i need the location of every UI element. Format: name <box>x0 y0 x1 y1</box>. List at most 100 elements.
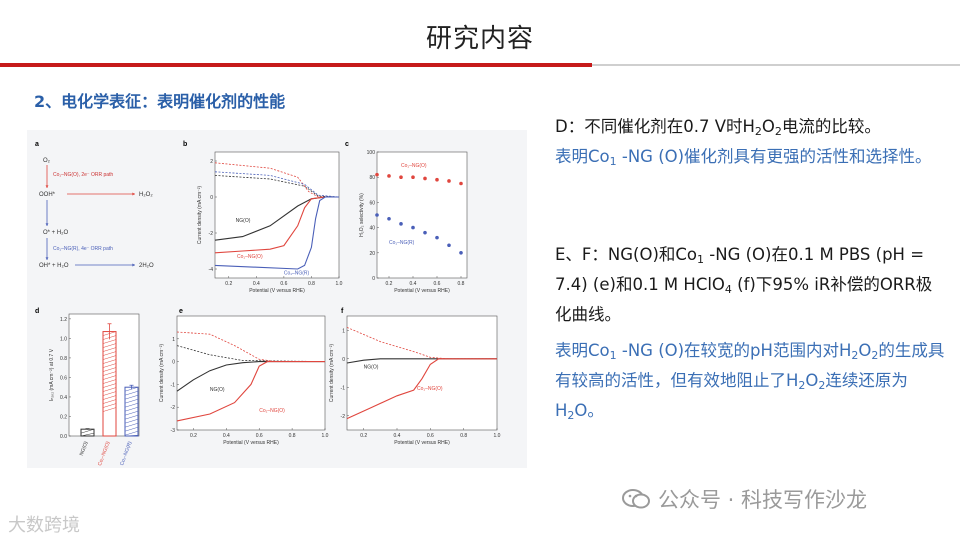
conclusion-ef-sub6: 2 <box>567 409 575 422</box>
panel-d-bar-hatch <box>124 386 139 392</box>
caption-ef-part2: -NG (O)在0.1 M PBS (pH = 7.4) (e)和0.1 M H… <box>555 245 925 294</box>
panel-f-ring-current-line <box>346 327 497 360</box>
panel-c-point <box>387 174 391 178</box>
panel-e-legend-co-o: Co₁–NG(O) <box>259 408 285 414</box>
panel-f-xtick-label: 0.6 <box>427 433 434 439</box>
conclusion-ef-sub3: 2 <box>871 349 879 362</box>
scheme-arrow-down-1-head <box>45 185 49 188</box>
panel-f-xlabel: Potential (V versus RHE) <box>394 440 450 446</box>
panel-d-category-label: Co₁–NG(O) <box>97 440 112 466</box>
panel-e-ytick-label: 1 <box>172 337 175 343</box>
panel-c-ytick-label: 80 <box>369 175 375 181</box>
panel-f-xtick-label: 0.2 <box>360 433 367 439</box>
caption-d-part2: O <box>761 117 775 136</box>
panel-d-ylabel: Iₕ₂ₒ₂ (mA cm⁻²) at 0.7 V <box>49 348 55 401</box>
scheme-h2o2: H₂O₂ <box>139 192 153 198</box>
panel-c-ytick-label: 100 <box>367 150 376 156</box>
panel-d-ytick-label: 0.2 <box>60 414 67 420</box>
panel-b-ytick-label: 2 <box>210 159 213 165</box>
panel-b-axes <box>214 151 340 279</box>
caption-d-sub1: 2 <box>754 125 762 138</box>
panel-d-bar-hatch <box>124 414 139 420</box>
panel-f-ytick-label: 1 <box>342 328 345 334</box>
panel-b-ytick-label: 0 <box>210 195 213 201</box>
panel-b-ring-current-line <box>214 162 339 198</box>
title-underline-grey <box>592 64 960 66</box>
panel-d-bar-hatch <box>124 418 139 424</box>
panel-b-xtick-label: 0.6 <box>280 281 287 287</box>
panel-d-bar-hatch <box>102 343 117 348</box>
panel-d-category-label: NG(O) <box>79 440 90 456</box>
panel-d-bar-hatch <box>124 434 139 437</box>
panel-d-bar-hatch <box>102 351 117 356</box>
panel-label-f: f <box>341 308 344 315</box>
panel-d-bar-hatch <box>124 426 139 432</box>
panel-d-ytick-label: 0.4 <box>60 395 67 401</box>
panel-c-point <box>375 213 379 217</box>
panel-e-ring-current-line <box>176 345 326 362</box>
caption-d-conclusion: 表明Co1 -NG (O)催化剂具有更强的活性和选择性。 <box>555 142 945 172</box>
panel-d-ytick-label: 1.2 <box>60 317 67 323</box>
panel-b-xlabel: Potential (V versus RHE) <box>249 288 305 294</box>
panel-d-bar-hatch <box>102 379 117 384</box>
scheme-arrow-right-1-head <box>132 192 135 196</box>
panel-b-ring-current-line <box>214 175 340 198</box>
panel-d-bar-hatch <box>124 398 139 404</box>
panel-d-bar-hatch <box>102 399 117 404</box>
panel-e-series-line <box>176 361 325 392</box>
conclusion-ef-part6: 连续还原为H <box>555 371 908 420</box>
panel-d-bar <box>102 331 117 437</box>
title-underline-red <box>0 63 592 67</box>
conclusion-ef-sub2: 2 <box>851 349 859 362</box>
electrochemistry-figure: a b c d e f O₂ Co₁–NG(O), 2e⁻ ORR path OOH* H₂O₂ O… <box>27 130 527 468</box>
panel-f-ytick-label: -1 <box>341 385 346 391</box>
wechat-icon <box>622 489 650 509</box>
panel-e-ytick-label: -1 <box>171 382 176 388</box>
panel-d-bar-hatch <box>124 402 139 408</box>
conclusion-ef-part5: O <box>805 371 819 390</box>
panel-d-bar-hatch <box>124 406 139 412</box>
panel-d-ytick-label: 0.8 <box>60 356 67 362</box>
panel-b-series-line <box>214 196 339 254</box>
panel-e-xlabel: Potential (V versus RHE) <box>223 440 279 446</box>
caption-d: D：不同催化剂在0.7 V时H2O2电流的比较。 <box>555 112 945 142</box>
panel-c-xlabel: Potential (V versus RHE) <box>394 288 450 294</box>
panel-b-xtick-label: 0.4 <box>253 281 260 287</box>
panel-d-ytick-label: 0.6 <box>60 375 67 381</box>
panel-b-ytick-label: -2 <box>209 231 214 237</box>
panel-d-bar-hatch <box>124 390 139 396</box>
panel-f-ytick-label: 0 <box>342 357 345 363</box>
panel-e-ytick-label: 0 <box>172 360 175 366</box>
panel-d-bar-hatch <box>80 432 95 437</box>
scheme-ooh: OOH* <box>39 192 56 198</box>
panel-f-legend-co-o: Co₁–NG(O) <box>417 386 443 392</box>
conclusion-ef-sub4: 2 <box>798 379 806 392</box>
panel-c-xtick-label: 0.6 <box>434 281 441 287</box>
scheme-o2: O₂ <box>43 158 51 164</box>
watermark-right-text: 公众号 · 科技写作沙龙 <box>658 488 868 512</box>
panel-c-point <box>459 251 463 255</box>
panel-f-ylabel: Current density (mA cm⁻²) <box>329 344 335 403</box>
panel-d-bar-hatch <box>80 428 95 434</box>
panel-e-axes <box>176 315 326 431</box>
conclusion-ef-part3: O <box>858 341 872 360</box>
conclusion-d-sub: 1 <box>609 155 617 168</box>
panel-e-xtick-label: 1.0 <box>322 433 329 439</box>
panel-c-xtick-label: 0.8 <box>458 281 465 287</box>
panel-f-xtick-label: 0.8 <box>460 433 467 439</box>
panel-d-bar-hatch <box>124 410 139 416</box>
figure-svg: a b c d e f O₂ Co₁–NG(O), 2e⁻ ORR path OOH* H₂O₂ O… <box>35 141 501 467</box>
panel-c-xtick-label: 0.4 <box>410 281 417 287</box>
panel-d-bar-hatch <box>102 339 117 344</box>
scheme-oh-h2o: OH* + H₂O <box>39 263 69 269</box>
panel-c-point <box>435 235 439 240</box>
panel-c-axes <box>376 151 468 279</box>
panel-d-category-label: Co₁–NG(R) <box>119 440 133 466</box>
panel-f-axes <box>346 315 498 431</box>
panel-c-point <box>435 177 439 182</box>
panel-c-point <box>423 176 427 181</box>
conclusion-ef-part7: O。 <box>574 401 604 420</box>
panel-c-ytick-label: 40 <box>369 226 375 232</box>
conclusion-d-part2: -NG (O)催化剂具有更强的活性和选择性。 <box>616 147 932 166</box>
panel-e-ytick-label: -2 <box>171 405 176 411</box>
